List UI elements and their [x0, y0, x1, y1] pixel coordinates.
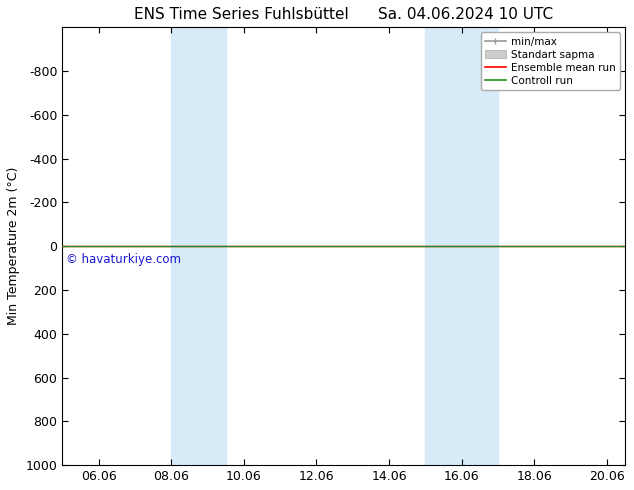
- Text: © havaturkiye.com: © havaturkiye.com: [66, 253, 181, 266]
- Bar: [171, 27, 226, 465]
- Bar: [425, 27, 498, 465]
- Y-axis label: Min Temperature 2m (°C): Min Temperature 2m (°C): [7, 167, 20, 325]
- Legend: min/max, Standart sapma, Ensemble mean run, Controll run: min/max, Standart sapma, Ensemble mean r…: [481, 32, 620, 90]
- Title: ENS Time Series Fuhlsbüttel      Sa. 04.06.2024 10 UTC: ENS Time Series Fuhlsbüttel Sa. 04.06.20…: [134, 7, 553, 22]
